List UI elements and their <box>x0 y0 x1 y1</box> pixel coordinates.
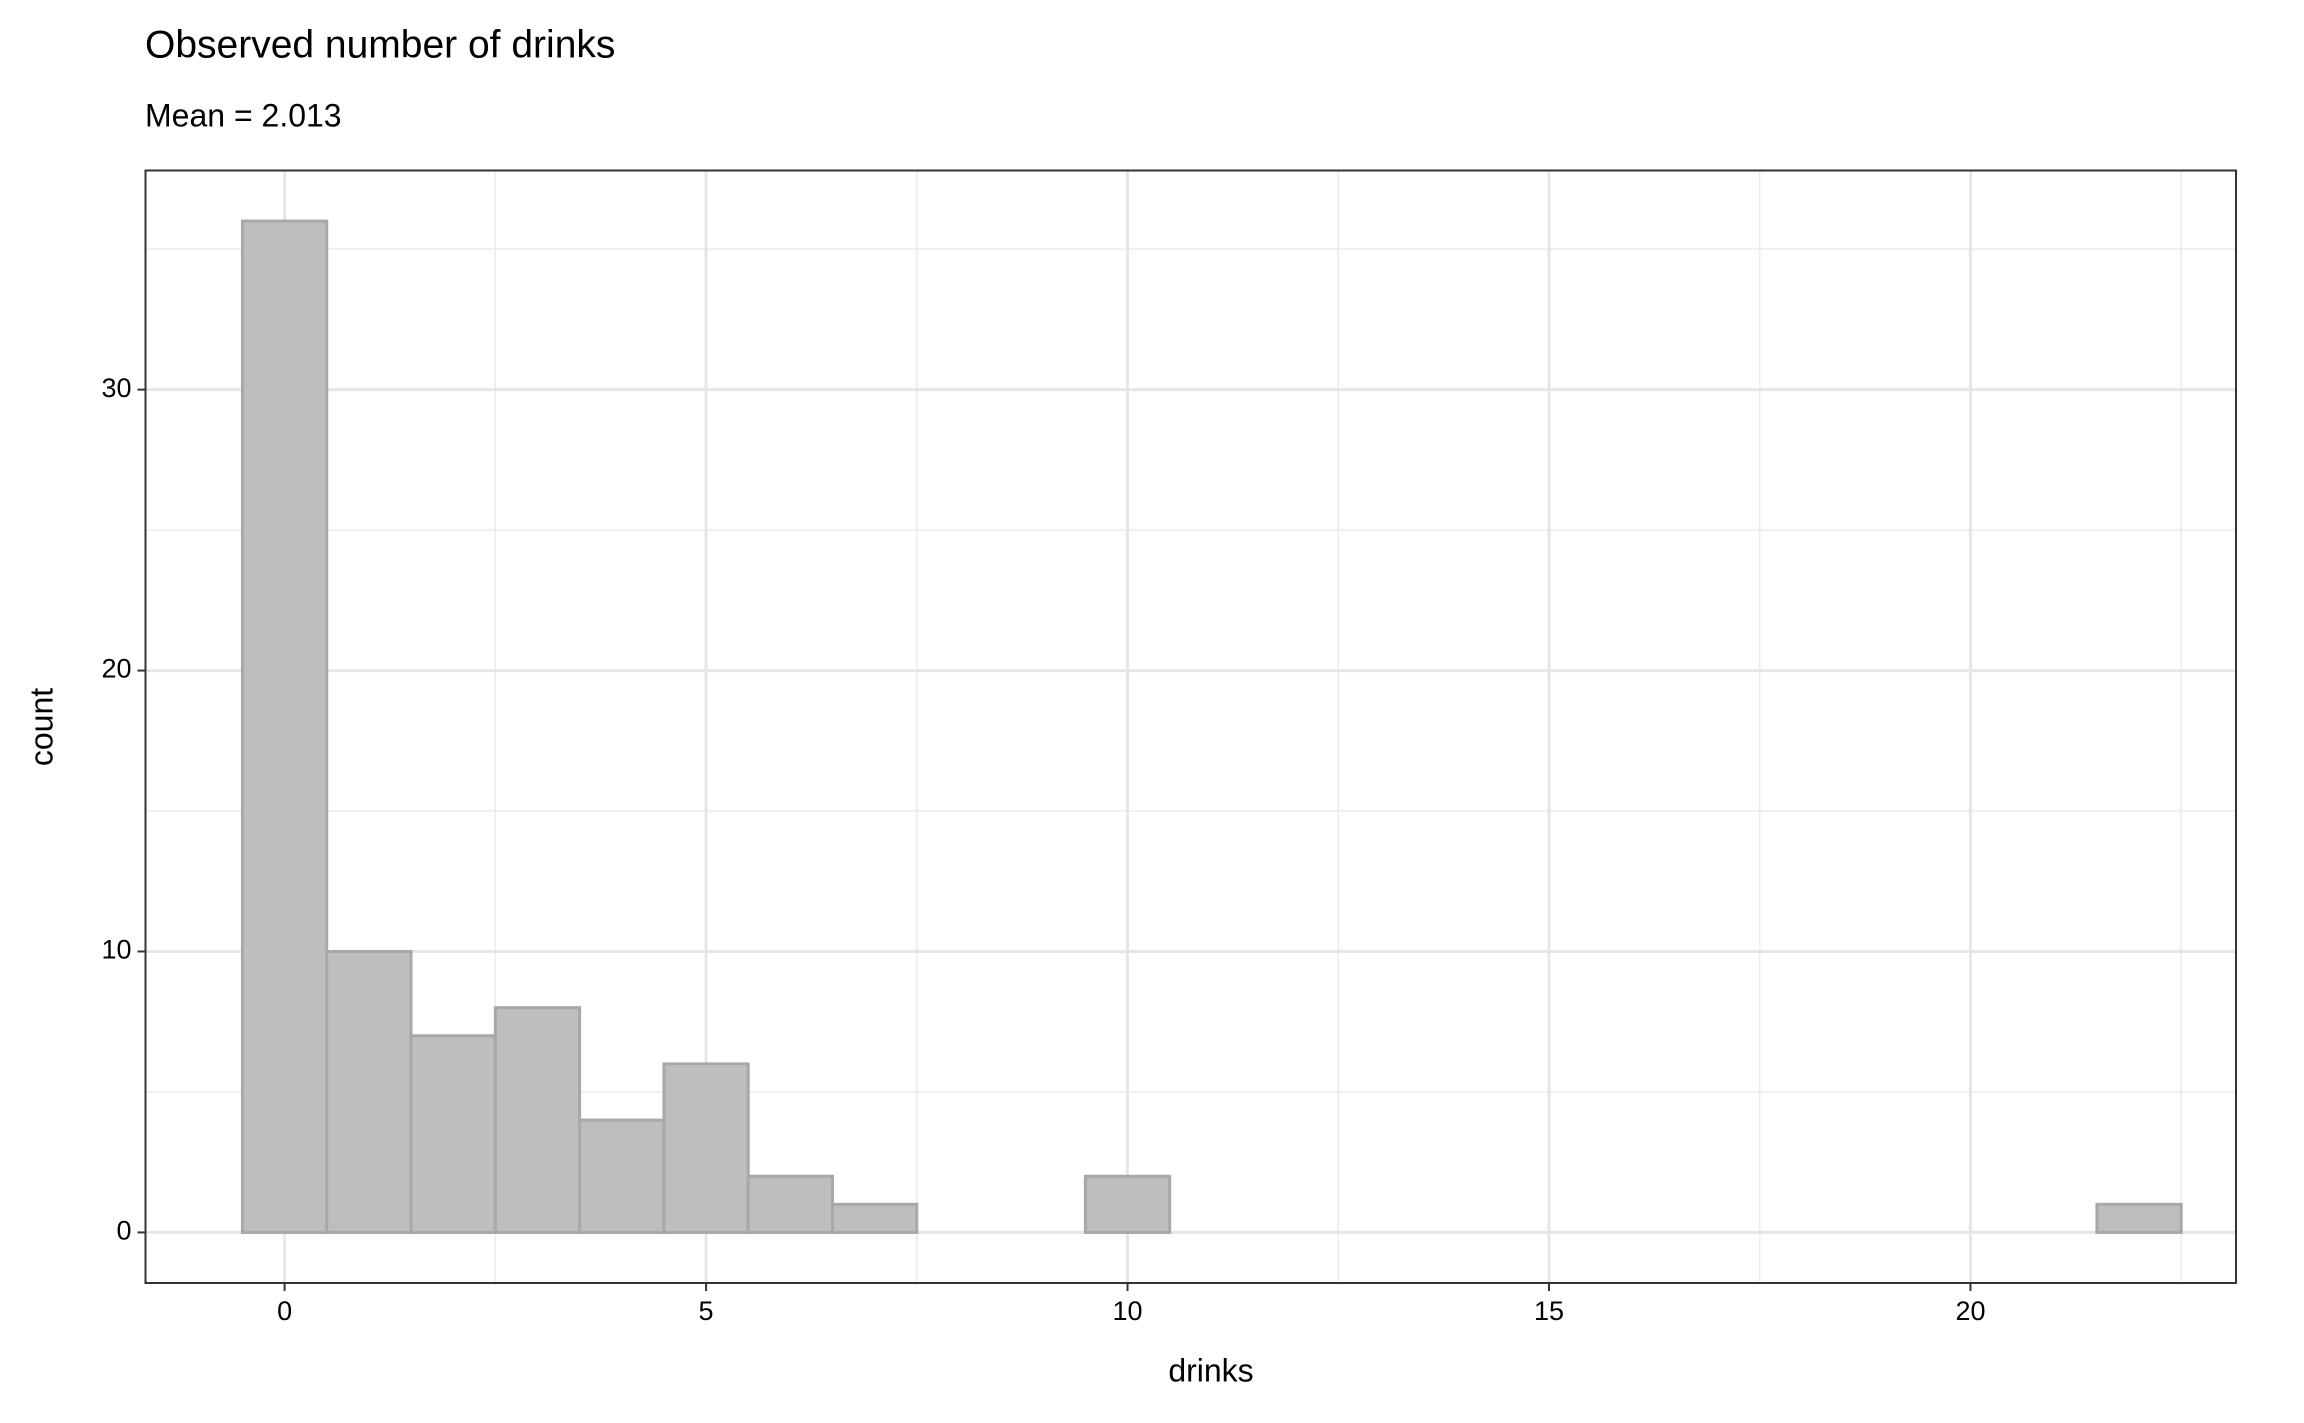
y-tick-label: 0 <box>116 1216 131 1246</box>
y-tick-label: 30 <box>101 373 131 403</box>
bar <box>325 949 413 1234</box>
x-tick-label: 15 <box>1534 1296 1564 1326</box>
chart-subtitle: Mean = 2.013 <box>145 97 342 133</box>
panel-border <box>144 169 2237 1284</box>
bar <box>409 1034 497 1234</box>
bar <box>493 1006 582 1234</box>
x-axis-label: drinks <box>1168 1352 1253 1388</box>
y-tick-label: 20 <box>101 654 131 684</box>
bar <box>662 1062 750 1234</box>
y-axis-label: count <box>23 688 59 766</box>
x-tick-label: 5 <box>699 1296 714 1326</box>
y-tick-label: 10 <box>101 935 131 965</box>
chart-title: Observed number of drinks <box>145 23 615 66</box>
bar <box>2095 1202 2183 1234</box>
bar <box>578 1118 666 1234</box>
bar <box>830 1202 919 1234</box>
bar <box>1083 1174 1172 1234</box>
bar <box>240 219 329 1234</box>
bar <box>746 1174 834 1234</box>
x-tick-label: 0 <box>277 1296 292 1326</box>
x-tick-label: 20 <box>1955 1296 1985 1326</box>
x-tick-label: 10 <box>1113 1296 1143 1326</box>
